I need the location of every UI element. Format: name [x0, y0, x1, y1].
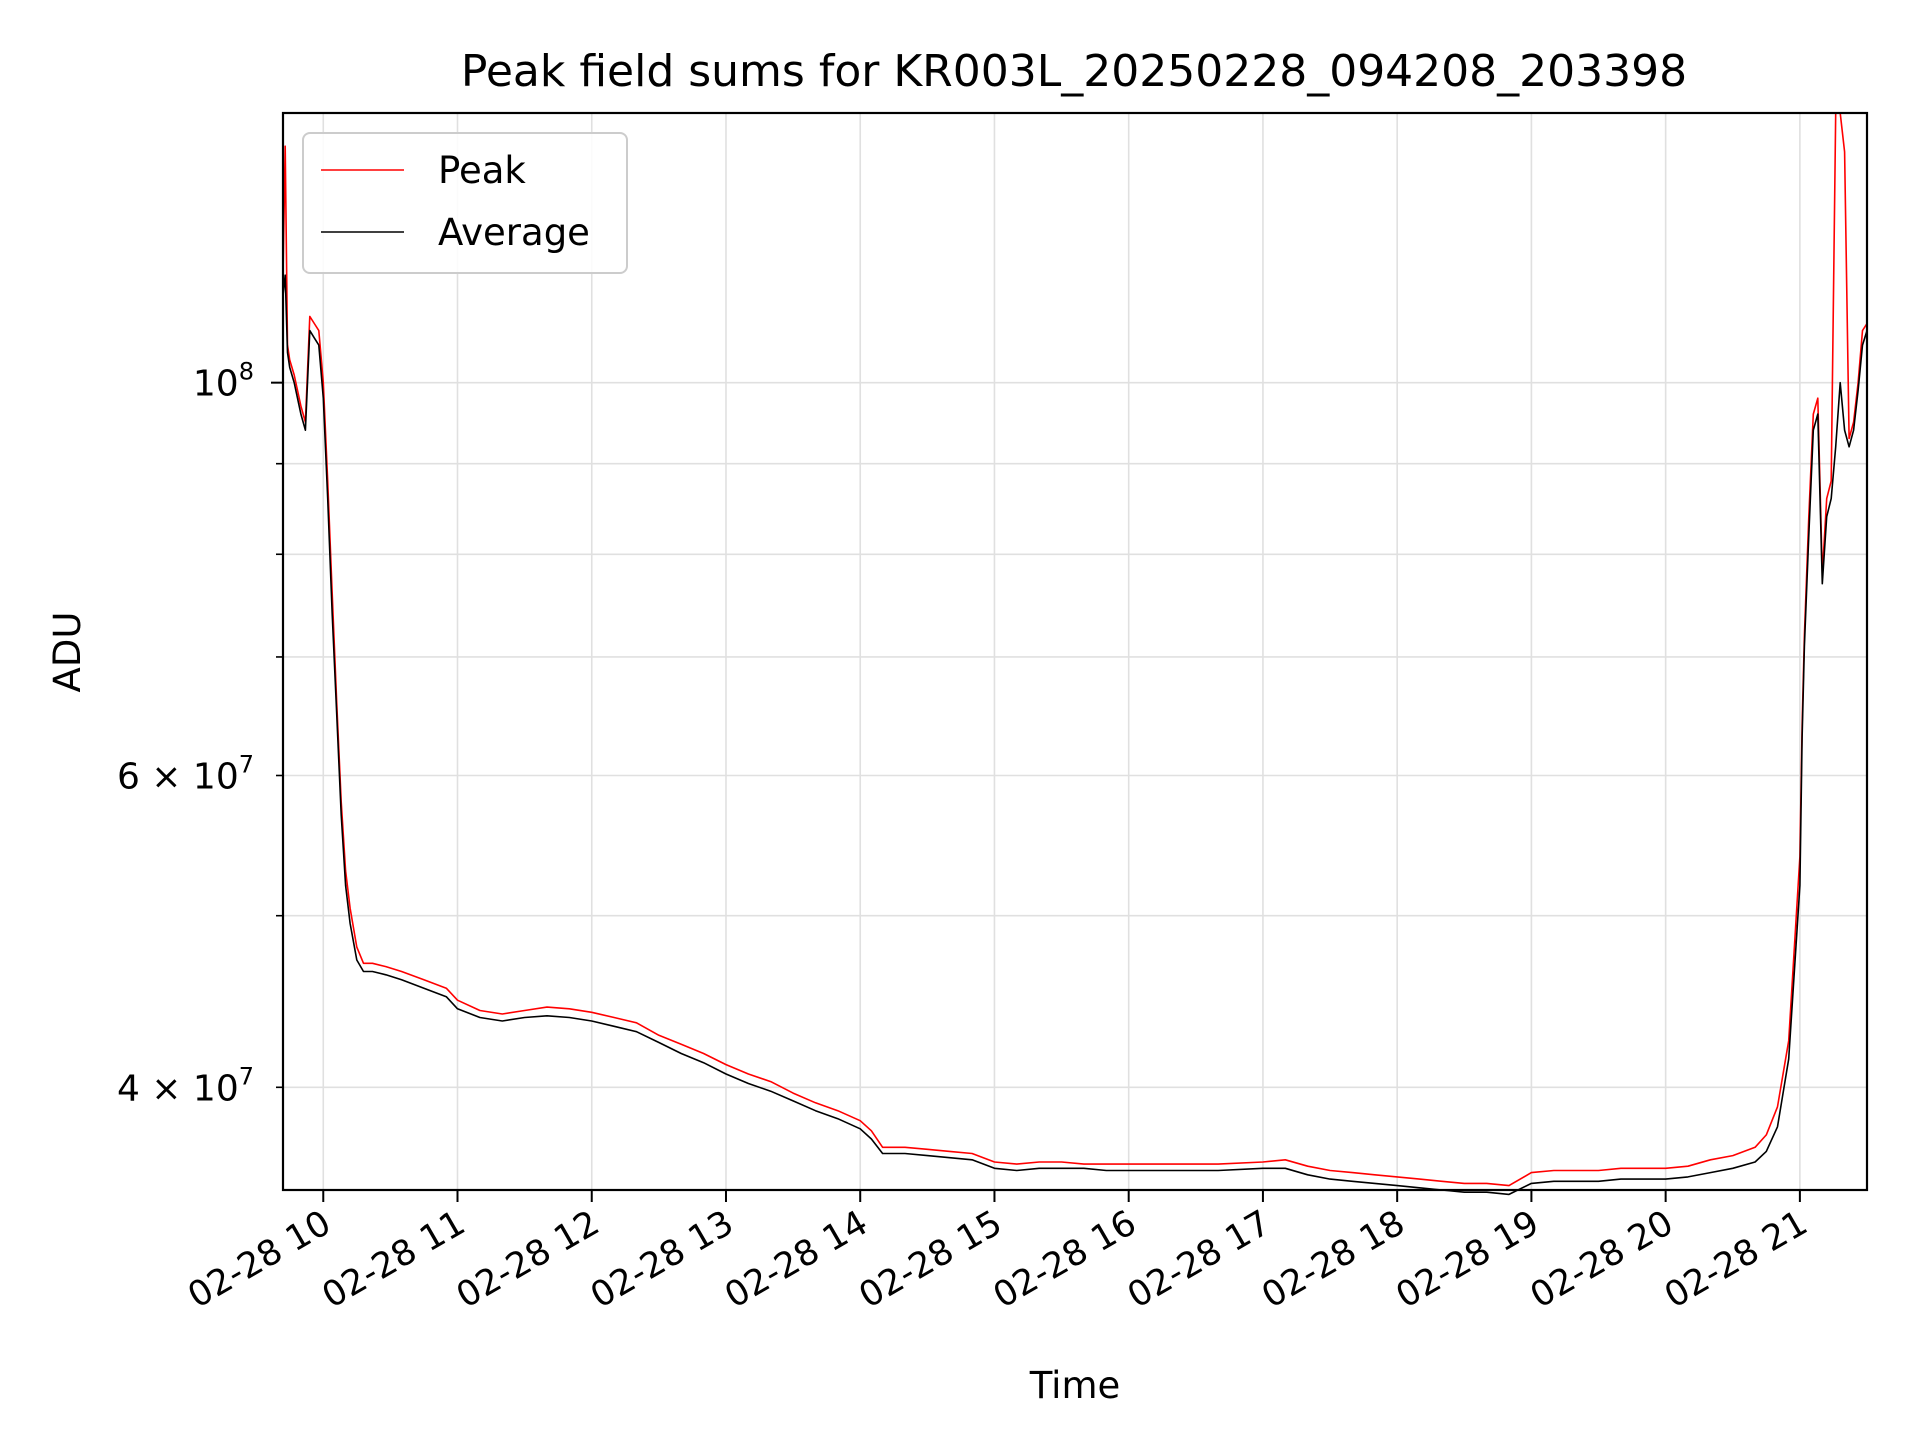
- series-line-average: [282, 274, 1868, 1196]
- chart-title: Peak field sums for KR003L_20250228_0942…: [461, 46, 1687, 97]
- legend-box: [302, 132, 628, 274]
- y-tick-label: 108: [193, 358, 254, 405]
- x-axis-label: Time: [1029, 1364, 1121, 1407]
- plot-frame: [281, 111, 1869, 1192]
- legend: Peak Average: [302, 132, 628, 274]
- series-layer: [282, 112, 1868, 1196]
- y-axis: 108 4 × 107 6 × 107: [117, 358, 283, 1109]
- legend-label-average: Average: [438, 211, 590, 254]
- y-axis-label: ADU: [46, 612, 89, 693]
- y-tick-label: 4 × 107: [117, 1062, 254, 1109]
- series-line-peak: [282, 112, 1868, 1187]
- legend-label-peak: Peak: [438, 149, 526, 192]
- grid: [283, 113, 1867, 1190]
- y-tick-label: 6 × 107: [117, 750, 254, 797]
